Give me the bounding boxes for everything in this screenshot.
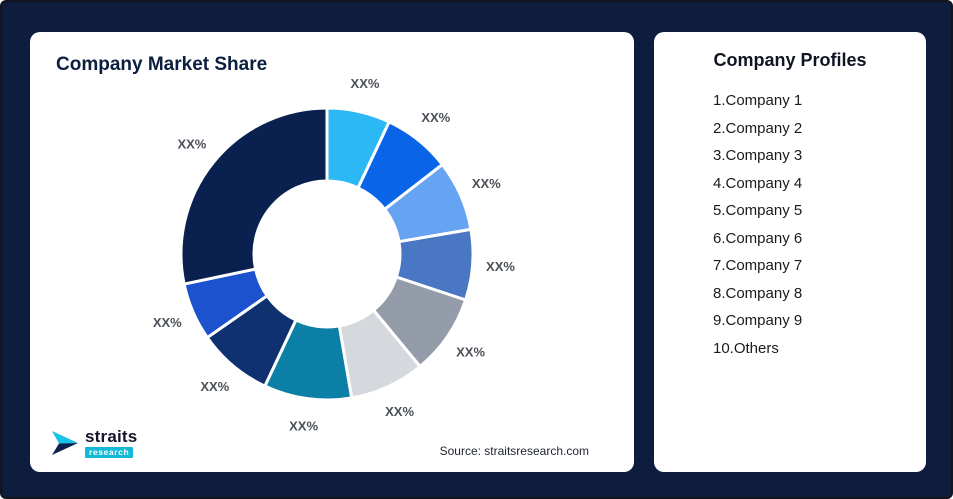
company-profile-item: 3.Company 3 xyxy=(713,147,803,164)
company-profile-item: 4.Company 4 xyxy=(713,174,803,192)
donut-segment-label: XX% xyxy=(289,418,318,433)
donut-segment-label: XX% xyxy=(177,136,206,151)
donut-segment-label: XX% xyxy=(456,344,485,359)
company-profiles-card: Company Profiles 1.Company 1 2.Company 2 3… xyxy=(654,32,926,472)
straits-logo-icon xyxy=(52,431,78,455)
company-profile-item: 8.Company 8 xyxy=(713,284,803,302)
company-profile-item: 1.Company 1 xyxy=(713,92,803,109)
logo-brand-name: straits xyxy=(85,427,138,447)
donut-segment-label: XX% xyxy=(421,110,450,125)
chart-title: Company Market Share xyxy=(56,54,268,75)
profiles-title: Company Profiles xyxy=(713,50,867,70)
donut-segment-label: XX% xyxy=(351,76,380,91)
company-profile-item: 5.Company 5 xyxy=(713,202,803,219)
company-profile-item: 10.Others xyxy=(713,339,779,357)
donut-segment-label: XX% xyxy=(486,259,515,274)
company-profiles-list: 1.Company 1 2.Company 2 3.Company 3 4.Compa… xyxy=(713,87,802,362)
donut-segment-others xyxy=(179,106,329,286)
source-attribution: Source: straitsresearch.com xyxy=(439,444,589,458)
logo-sub-name: research xyxy=(85,447,134,458)
donut-segment-label: XX% xyxy=(385,404,414,419)
company-profile-item: 7.Company 7 xyxy=(713,257,803,274)
company-profile-item: 6.Company 6 xyxy=(713,229,803,247)
donut-segment-label: XX% xyxy=(472,176,501,191)
market-share-card: Company Market Share XX% XX% XX% XX% XX% XX% X… xyxy=(30,32,634,472)
donut-segment-label: XX% xyxy=(153,315,182,330)
market-share-donut-chart: XX% XX% XX% XX% XX% XX% XX% XX% XX% XX% xyxy=(153,76,516,433)
company-profile-item: 9.Company 9 xyxy=(713,312,803,329)
straits-research-logo: straits research xyxy=(50,428,137,458)
donut-segment-label: XX% xyxy=(200,379,229,394)
company-profile-item: 2.Company 2 xyxy=(713,119,803,137)
logo-text: straits research xyxy=(85,428,137,458)
